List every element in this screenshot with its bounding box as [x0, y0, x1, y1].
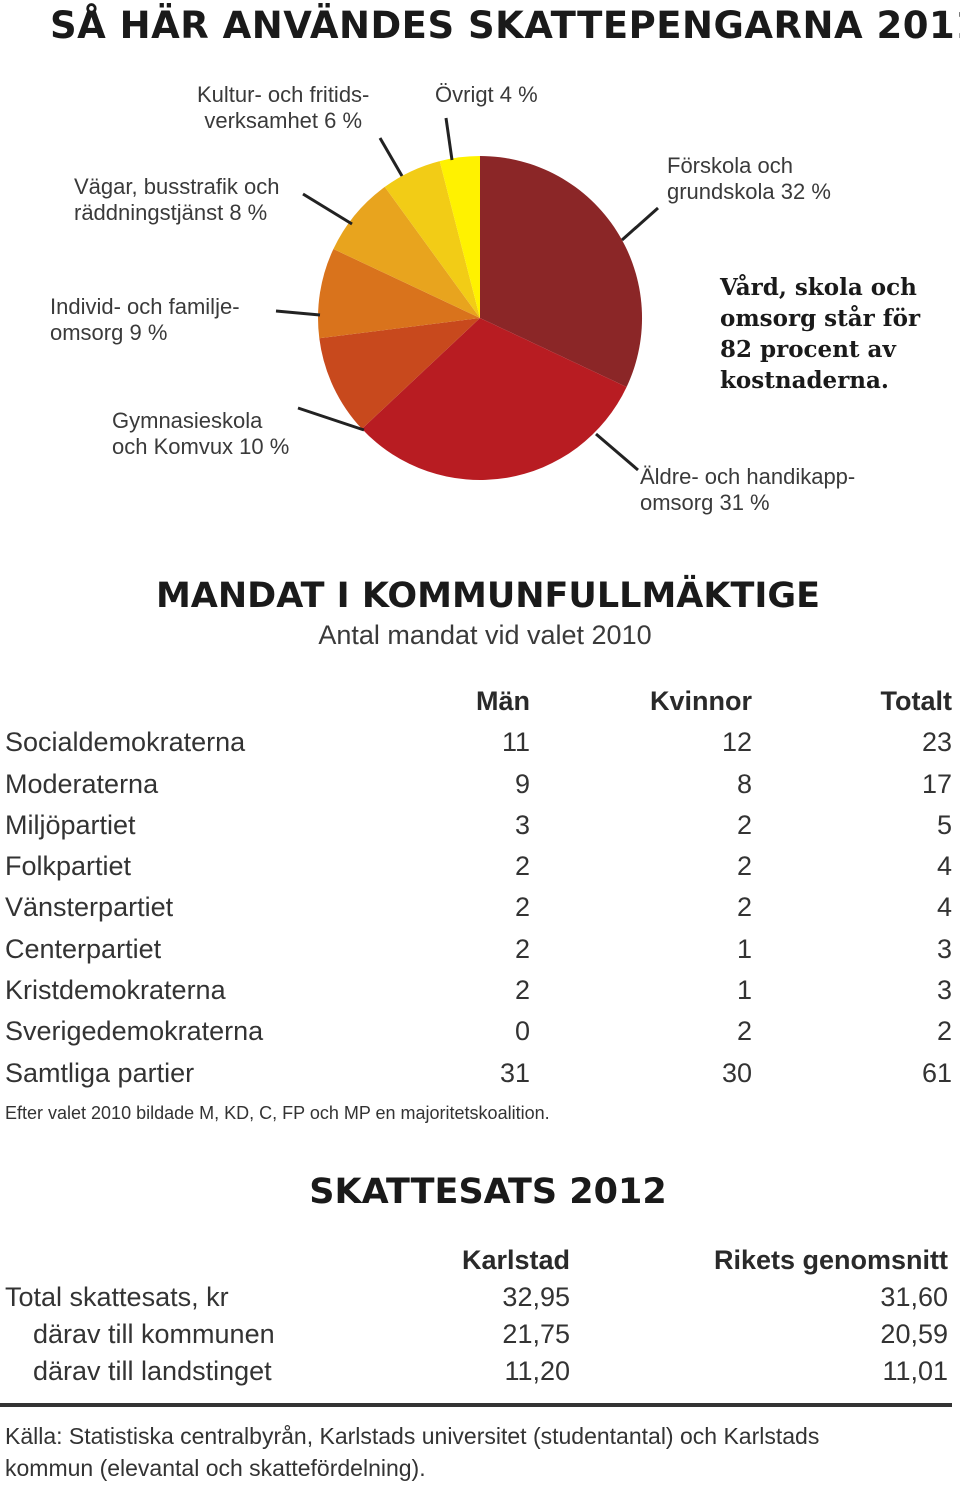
table-row-total: Samtliga partier 31 30 61: [0, 1052, 960, 1093]
women-count: 12: [721, 727, 752, 758]
header-karlstad: Karlstad: [461, 1245, 570, 1275]
pie-annotation: Vård, skola och omsorg står för 82 proce…: [720, 274, 921, 394]
men-count: 2: [514, 851, 530, 882]
pie-label-ovrigt: Övrigt 4 %: [435, 82, 538, 107]
divider: [0, 1403, 952, 1407]
pie-slice: [333, 186, 480, 318]
party-name: Folkpartiet: [5, 851, 132, 882]
table-row: därav till kommunen 21,75 20,59: [0, 1317, 960, 1354]
table-row: Kristdemokraterna 2 1 3: [0, 969, 960, 1010]
men-count: 11: [501, 727, 530, 758]
party-name: Centerpartiet: [5, 933, 162, 964]
men-count: 2: [514, 975, 530, 1006]
karlstad-value: 32,95: [502, 1282, 570, 1312]
seats-subtitle: Antal mandat vid valet 2010: [318, 620, 652, 650]
party-name: Miljöpartiet: [5, 809, 136, 840]
header-total: Totalt: [880, 686, 952, 716]
women-count: 1: [736, 933, 752, 964]
pie-slice: [319, 318, 480, 429]
party-name: Vänsterpartiet: [5, 892, 174, 923]
total-count: 3: [936, 975, 952, 1006]
total-count: 5: [936, 809, 952, 840]
men-count: 2: [514, 933, 530, 964]
karlstad-value: 11,20: [504, 1356, 570, 1386]
leader-line: [297, 406, 365, 432]
pie-slice: [318, 249, 480, 339]
women-count: 2: [736, 851, 752, 882]
tax-header-row: Karlstad Rikets genomsnitt: [0, 1243, 960, 1280]
table-row: Folkpartiet 2 2 4: [0, 845, 960, 886]
women-count: 2: [736, 892, 752, 923]
men-count: 0: [514, 1016, 530, 1047]
leader-line: [275, 309, 321, 317]
table-row: Centerpartiet 2 1 3: [0, 928, 960, 969]
table-row: Sverigedemokraterna 0 2 2: [0, 1010, 960, 1051]
pie-chart: [275, 117, 659, 481]
men-count: 2: [514, 892, 530, 923]
pie-label-forskola: Förskola och grundskola 32 %: [667, 153, 831, 204]
leader-line: [444, 117, 454, 161]
header-men: Män: [476, 686, 530, 716]
header-average: Rikets genomsnitt: [713, 1245, 948, 1275]
party-name: Socialdemokraterna: [5, 727, 246, 758]
total-count: 2: [936, 1016, 952, 1047]
coalition-note: Efter valet 2010 bildade M, KD, C, FP oc…: [5, 1103, 550, 1123]
pie-label-gymnasieskola: Gymnasieskola och Komvux 10 %: [112, 408, 290, 459]
tax-label: därav till kommunen: [33, 1319, 275, 1349]
average-value: 20,59: [880, 1319, 948, 1349]
pie-label-kultur: Kultur- och fritids- verksamhet 6 %: [197, 82, 370, 133]
leader-line: [595, 432, 639, 472]
women-count: 2: [736, 809, 752, 840]
total-count: 4: [936, 851, 952, 882]
tax-table: Karlstad Rikets genomsnitt Total skattes…: [0, 1243, 960, 1391]
table-row: Moderaterna 9 8 17: [0, 763, 960, 804]
party-name: Kristdemokraterna: [5, 975, 226, 1006]
total-count: 23: [921, 727, 952, 758]
men-count: 31: [499, 1057, 530, 1088]
pie-slice: [361, 318, 627, 481]
page-title: SÅ HÄR ANVÄNDES SKATTEPENGARNA 2011: [50, 4, 960, 47]
pie-label-vagar: Vägar, busstrafik och räddningstjänst 8 …: [74, 174, 280, 225]
pie-slice: [439, 156, 480, 318]
table-row: Vänsterpartiet 2 2 4: [0, 886, 960, 927]
tax-title: SKATTESATS 2012: [309, 1172, 667, 1212]
pie-label-aldre: Äldre- och handikapp- omsorg 31 %: [640, 464, 856, 515]
women-count: 1: [736, 975, 752, 1006]
source-note: Källa: Statistiska centralbyrån, Karlsta…: [5, 1423, 820, 1481]
header-women: Kvinnor: [649, 686, 752, 716]
women-count: 30: [721, 1057, 752, 1088]
party-name: Samtliga partier: [5, 1057, 195, 1088]
total-count: 61: [921, 1057, 952, 1088]
total-count: 4: [936, 892, 952, 923]
table-row: Miljöpartiet 3 2 5: [0, 804, 960, 845]
women-count: 2: [736, 1016, 752, 1047]
women-count: 8: [736, 768, 752, 799]
tax-label: Total skattesats, kr: [5, 1282, 229, 1312]
karlstad-value: 21,75: [502, 1319, 570, 1349]
average-value: 11,01: [882, 1356, 948, 1386]
table-row: Total skattesats, kr 32,95 31,60: [0, 1280, 960, 1317]
leader-line: [621, 206, 659, 242]
average-value: 31,60: [880, 1282, 948, 1312]
seats-title: MANDAT I KOMMUNFULLMÄKTIGE: [155, 576, 821, 616]
party-name: Moderaterna: [5, 768, 159, 799]
pie-slice: [384, 161, 480, 318]
pie-slice: [480, 156, 643, 387]
party-name: Sverigedemokraterna: [5, 1016, 264, 1047]
seats-header-row: Män Kvinnor Totalt: [0, 680, 960, 721]
seats-table: Män Kvinnor Totalt Socialdemokraterna 11…: [0, 680, 960, 1093]
table-row: Socialdemokraterna 11 12 23: [0, 721, 960, 762]
total-count: 17: [921, 768, 952, 799]
table-row: därav till landstinget 11,20 11,01: [0, 1354, 960, 1391]
men-count: 3: [514, 809, 530, 840]
men-count: 9: [514, 768, 530, 799]
tax-label: därav till landstinget: [33, 1356, 272, 1386]
leader-line: [378, 137, 404, 177]
leader-line: [302, 192, 353, 226]
total-count: 3: [936, 933, 952, 964]
pie-label-individ: Individ- och familje- omsorg 9 %: [50, 294, 240, 345]
